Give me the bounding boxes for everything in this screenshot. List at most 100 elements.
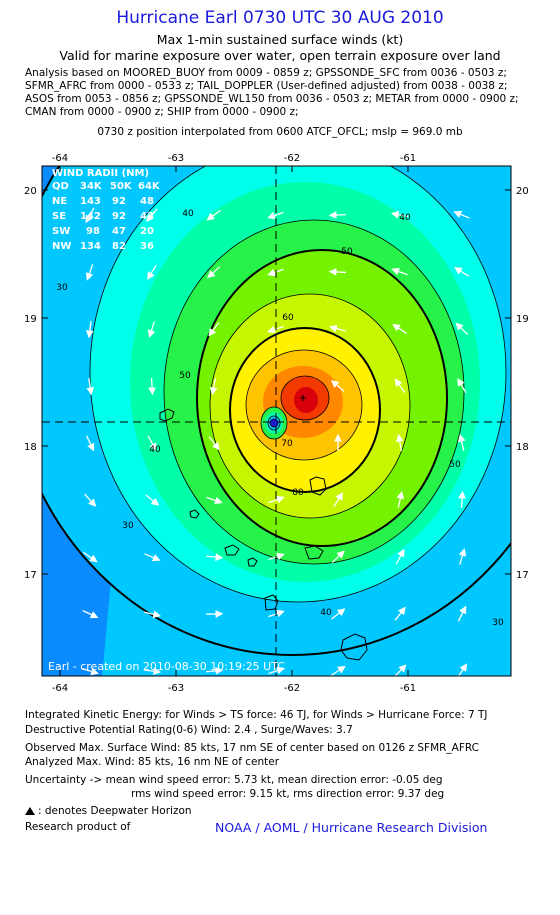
contour-label-40: 40 xyxy=(182,209,194,219)
wind-arrow xyxy=(147,264,157,280)
radii-cell: 134 xyxy=(80,241,101,252)
analysis-line-1: Analysis based on MOORED_BUOY from 0009 … xyxy=(25,67,507,79)
wind-arrow xyxy=(83,551,98,563)
radii-cell: 142 xyxy=(80,211,101,222)
wind-arrow xyxy=(147,321,156,338)
wind-arrow xyxy=(206,209,221,221)
lat-label: 19 xyxy=(24,314,37,325)
lon-label: -64 xyxy=(52,153,68,164)
wind-field-map: 30 30 30 40 40 40 40 50 50 50 60 70 80 W… xyxy=(24,153,529,694)
analysis-line-2: SFMR_AFRC from 0000 - 0533 z; TAIL_DOPPL… xyxy=(25,80,508,92)
contour-label-60: 60 xyxy=(282,313,294,323)
dpr-line: Destructive Potential Rating(0-6) Wind: … xyxy=(25,724,353,736)
wind-arrow xyxy=(330,665,346,676)
radii-header-50k: 50K xyxy=(110,181,133,192)
wind-arrow xyxy=(205,666,224,675)
contour-label-50: 50 xyxy=(341,247,353,257)
lat-label: 18 xyxy=(24,442,37,453)
wind-contours xyxy=(42,166,511,676)
wind-arrow xyxy=(457,433,466,451)
radii-header-34k: 34K xyxy=(80,181,103,192)
radii-cell: 82 xyxy=(112,241,126,252)
wind-arrow xyxy=(458,490,466,509)
wind-arrow xyxy=(457,605,467,622)
longitude-labels: -64 -63 -62 -61 -64 -63 -62 -61 xyxy=(52,153,416,694)
wind-arrow xyxy=(144,610,162,619)
land-masses xyxy=(159,408,368,661)
lon-label: -61 xyxy=(400,153,416,164)
radii-header-qd: QD xyxy=(52,181,69,192)
wind-arrow xyxy=(86,377,95,396)
analysis-line-4: CMAN from 0000 - 0900 z; SHIP from 0000 … xyxy=(25,106,299,118)
wind-arrow xyxy=(268,666,285,675)
wind-arrow xyxy=(453,210,470,219)
latitude-labels: 20 19 18 17 20 19 18 17 xyxy=(24,186,529,581)
ike-line: Integrated Kinetic Energy: for Winds > T… xyxy=(25,709,488,721)
wind-arrow xyxy=(331,608,346,620)
radii-cell: SE xyxy=(52,211,66,222)
contour-label-30: 30 xyxy=(492,618,504,628)
radii-cell: 48 xyxy=(140,196,154,207)
radii-cell: SW xyxy=(52,226,70,237)
contour-label-40: 40 xyxy=(399,213,411,223)
lat-label: 17 xyxy=(516,570,529,581)
wind-arrow xyxy=(328,268,347,276)
radii-header-64k: 64K xyxy=(138,181,161,192)
lat-label: 18 xyxy=(516,442,529,453)
lon-label: -62 xyxy=(284,153,300,164)
wind-arrow xyxy=(390,210,408,219)
wind-arrow xyxy=(267,211,284,220)
wind-arrow xyxy=(208,436,220,451)
radii-cell: 47 xyxy=(112,226,126,237)
radii-cell: 20 xyxy=(140,226,154,237)
wind-arrow xyxy=(84,493,97,507)
wind-arrow xyxy=(143,667,162,676)
page-title: Hurricane Earl 0730 UTC 30 AUG 2010 xyxy=(116,8,444,28)
wind-arrow xyxy=(455,322,469,336)
wind-arrow xyxy=(206,496,223,505)
wind-arrow xyxy=(457,663,468,676)
wind-arrow xyxy=(394,664,407,676)
radii-cell: NE xyxy=(52,196,67,207)
wind-arrow xyxy=(146,208,158,223)
lat-label: 20 xyxy=(24,186,37,197)
observed-max-line: Observed Max. Surface Wind: 85 kts, 17 n… xyxy=(25,742,480,754)
wind-radii-table: WIND RADII (NM) QD 34K 50K 64K NE 143 92… xyxy=(52,168,161,252)
wind-arrow xyxy=(391,267,408,276)
contour-label-50: 50 xyxy=(179,371,191,381)
uncertainty-line-1: Uncertainty -> mean wind speed error: 5.… xyxy=(25,774,443,786)
research-label: Research product of xyxy=(25,821,131,833)
interpolation-note: 0730 z position interpolated from 0600 A… xyxy=(97,126,463,138)
radii-cell: NW xyxy=(52,241,71,252)
wind-arrow xyxy=(396,490,405,508)
wind-arrow xyxy=(394,606,406,621)
storm-center xyxy=(42,166,511,676)
wind-arrow xyxy=(208,322,220,337)
wind-arrow xyxy=(330,379,345,392)
contour-label-80: 80 xyxy=(292,488,304,498)
contour-value-labels: 30 30 30 40 40 40 40 50 50 50 60 70 80 xyxy=(56,209,504,628)
wind-arrow xyxy=(458,548,467,565)
wind-arrow xyxy=(144,553,161,562)
map-frame xyxy=(41,165,512,677)
lat-label: 20 xyxy=(516,186,529,197)
radii-cell: 43 xyxy=(140,211,154,222)
contour-label-30: 30 xyxy=(122,521,134,531)
deepwater-horizon-icon xyxy=(25,807,35,815)
contour-label-40: 40 xyxy=(320,608,332,618)
contour-label-30: 30 xyxy=(56,283,68,293)
creation-credit: Earl - created on 2010-08-30 10:19:25 UT… xyxy=(48,660,285,673)
tick-marks xyxy=(42,166,511,676)
wind-arrow xyxy=(148,377,156,396)
wind-arrow xyxy=(209,378,218,396)
lon-label: -64 xyxy=(52,683,68,694)
wind-arrow xyxy=(85,320,94,339)
wind-arrow xyxy=(205,553,224,562)
radii-cell: 143 xyxy=(80,196,101,207)
deepwater-legend-text: : denotes Deepwater Horizon xyxy=(38,805,192,817)
noaa-aoml-credit[interactable]: NOAA / AOML / Hurricane Research Divisio… xyxy=(215,820,488,835)
wind-arrow xyxy=(394,378,406,393)
uncertainty-line-2: rms wind speed error: 9.15 kt, rms direc… xyxy=(131,788,445,800)
subtitle-wind-type: Max 1-min sustained surface winds (kt) xyxy=(156,32,404,47)
contour-label-50: 50 xyxy=(449,460,461,470)
